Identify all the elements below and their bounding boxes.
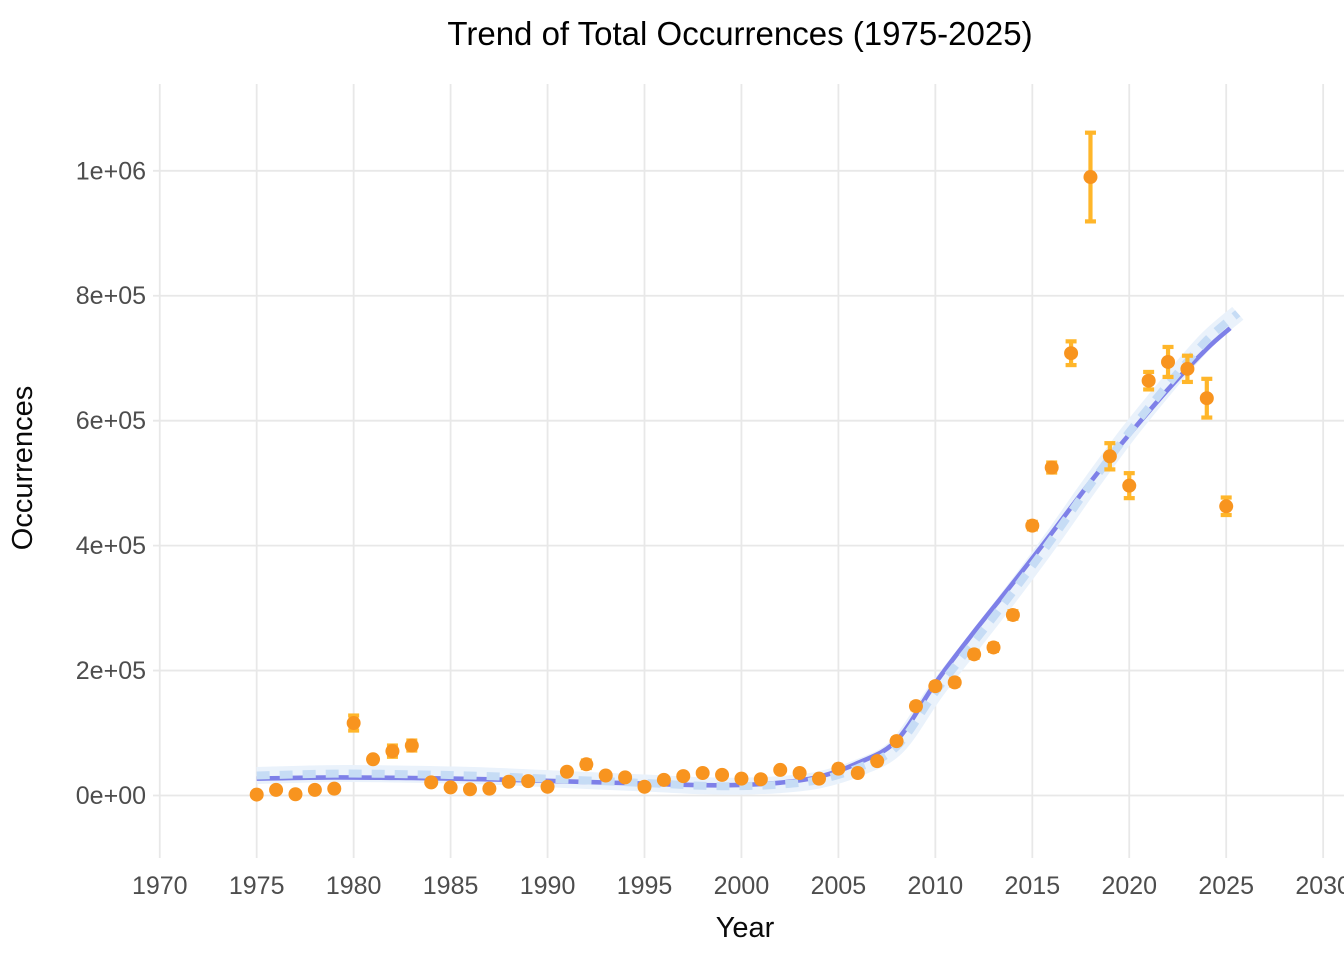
x-axis-title: Year [716, 912, 775, 944]
data-point-1997 [676, 769, 691, 784]
data-point-2020 [1122, 478, 1137, 493]
data-point-1979 [327, 781, 342, 796]
data-point-1980 [346, 716, 361, 731]
x-tick-label-2000: 2000 [714, 872, 770, 900]
y-tick-label-2e+05: 2e+05 [76, 657, 146, 685]
y-tick-label-0e+00: 0e+00 [76, 782, 146, 810]
data-point-1988 [501, 774, 516, 789]
data-point-1989 [521, 774, 536, 789]
data-point-2003 [792, 766, 807, 781]
data-point-1982 [385, 744, 400, 759]
data-point-2004 [812, 771, 827, 786]
data-point-2025 [1219, 499, 1234, 514]
data-point-1978 [307, 782, 322, 797]
data-point-2012 [967, 647, 982, 662]
data-point-2015 [1025, 518, 1040, 533]
x-tick-label-2010: 2010 [908, 872, 964, 900]
data-point-1998 [695, 766, 710, 781]
x-tick-label-2020: 2020 [1101, 872, 1157, 900]
data-point-1993 [598, 768, 613, 783]
x-tick-label-1985: 1985 [423, 872, 479, 900]
x-axis-tick-labels: 1970 1975 1980 1985 1990 1995 2000 2005 2010 2015… [132, 872, 1344, 900]
data-point-2019 [1102, 449, 1117, 464]
data-points [249, 170, 1234, 802]
y-tick-label-1e+06: 1e+06 [76, 157, 146, 185]
x-tick-label-1990: 1990 [520, 872, 576, 900]
data-point-1991 [559, 764, 574, 779]
data-point-2000 [734, 771, 749, 786]
data-point-1999 [715, 767, 730, 782]
data-point-1986 [462, 782, 477, 797]
data-point-1996 [656, 772, 671, 787]
data-point-2005 [831, 761, 846, 776]
data-point-2001 [753, 772, 768, 787]
data-point-2008 [889, 734, 904, 749]
data-point-2007 [870, 754, 885, 769]
gridlines [153, 84, 1344, 858]
x-tick-label-1970: 1970 [132, 872, 188, 900]
x-tick-label-2005: 2005 [811, 872, 867, 900]
data-point-1990 [540, 779, 555, 794]
data-point-2014 [1005, 607, 1020, 622]
y-axis-tick-labels: 0e+00 2e+05 4e+05 6e+05 8e+05 1e+06 [76, 157, 146, 810]
data-point-1975 [249, 787, 264, 802]
data-point-1984 [424, 775, 439, 790]
data-point-2010 [928, 679, 943, 694]
data-point-1987 [482, 781, 497, 796]
data-point-1983 [404, 738, 419, 753]
data-point-1985 [443, 780, 458, 795]
data-point-2013 [986, 640, 1001, 655]
data-point-2017 [1064, 346, 1079, 361]
data-point-2009 [908, 699, 923, 714]
x-tick-label-2015: 2015 [1004, 872, 1060, 900]
y-tick-label-8e+05: 8e+05 [76, 282, 146, 310]
data-point-2024 [1199, 391, 1214, 406]
data-point-2016 [1044, 460, 1059, 475]
y-axis-title: Occurrences [7, 386, 39, 550]
x-tick-label-2025: 2025 [1198, 872, 1254, 900]
data-point-1976 [269, 782, 284, 797]
x-tick-label-1975: 1975 [229, 872, 285, 900]
x-tick-label-1995: 1995 [617, 872, 673, 900]
data-point-1992 [579, 757, 594, 772]
data-point-2021 [1141, 373, 1156, 388]
data-point-2011 [947, 675, 962, 690]
y-tick-label-6e+05: 6e+05 [76, 407, 146, 435]
data-point-1994 [618, 770, 633, 785]
x-tick-label-1980: 1980 [326, 872, 382, 900]
data-point-2002 [773, 762, 788, 777]
data-point-2023 [1180, 361, 1195, 376]
y-tick-label-4e+05: 4e+05 [76, 532, 146, 560]
data-point-2022 [1161, 354, 1176, 369]
data-point-1977 [288, 787, 303, 802]
chart-title: Trend of Total Occurrences (1975-2025) [447, 15, 1032, 52]
data-point-1995 [637, 779, 652, 794]
data-point-2018 [1083, 170, 1098, 185]
data-point-2006 [850, 766, 865, 781]
data-point-1981 [366, 752, 381, 767]
